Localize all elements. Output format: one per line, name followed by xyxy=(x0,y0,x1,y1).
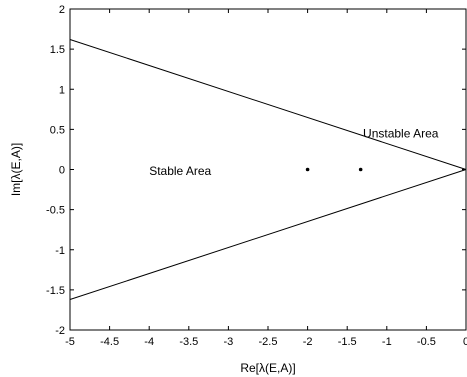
y-tick-label: 0.5 xyxy=(50,124,65,136)
x-tick-label: -4 xyxy=(144,336,154,348)
x-tick-label: -1 xyxy=(382,336,392,348)
y-tick-label: -0.5 xyxy=(46,205,65,217)
x-tick-label: -4.5 xyxy=(100,336,119,348)
x-tick-label: -5 xyxy=(65,336,75,348)
plot-area xyxy=(69,8,467,331)
x-tick-label: 0 xyxy=(463,336,467,348)
x-tick-label: -1.5 xyxy=(338,336,357,348)
y-tick-label: 2 xyxy=(59,4,65,16)
boundary-line-0 xyxy=(69,39,467,170)
x-tick-label: -0.5 xyxy=(417,336,436,348)
x-tick-label: -2 xyxy=(303,336,313,348)
ticks-layer: -5 -4.5 -4 -3.5 -3 -2.5 -2 -1.5 -1 -0.5 0 -2 -1.5 -1 -… xyxy=(46,4,467,348)
x-tick-label: -3.5 xyxy=(179,336,198,348)
x-axis-label: Re[λ(E,A)] xyxy=(240,361,295,375)
y-tick-label: 0 xyxy=(59,165,65,177)
series-layer xyxy=(69,39,467,300)
x-tick-label: -2.5 xyxy=(259,336,278,348)
annotation-stable-area: Stable Area xyxy=(149,164,211,178)
y-tick-label: 1 xyxy=(59,84,65,96)
y-tick-label: -1 xyxy=(55,245,65,257)
y-tick-label: -1.5 xyxy=(46,285,65,297)
labels-layer: Unstable Area Stable Area xyxy=(149,126,439,178)
eigenvalue-point xyxy=(358,167,363,172)
eigenvalue-point xyxy=(305,167,310,172)
y-axis-label: Im[λ(E,A)] xyxy=(9,143,23,196)
y-tick-label: -2 xyxy=(55,325,65,337)
y-tick-label: 1.5 xyxy=(50,44,65,56)
x-tick-label: -3 xyxy=(224,336,234,348)
annotation-unstable-area: Unstable Area xyxy=(363,126,439,140)
boundary-line-1 xyxy=(69,169,467,300)
axes-frame xyxy=(69,8,467,331)
